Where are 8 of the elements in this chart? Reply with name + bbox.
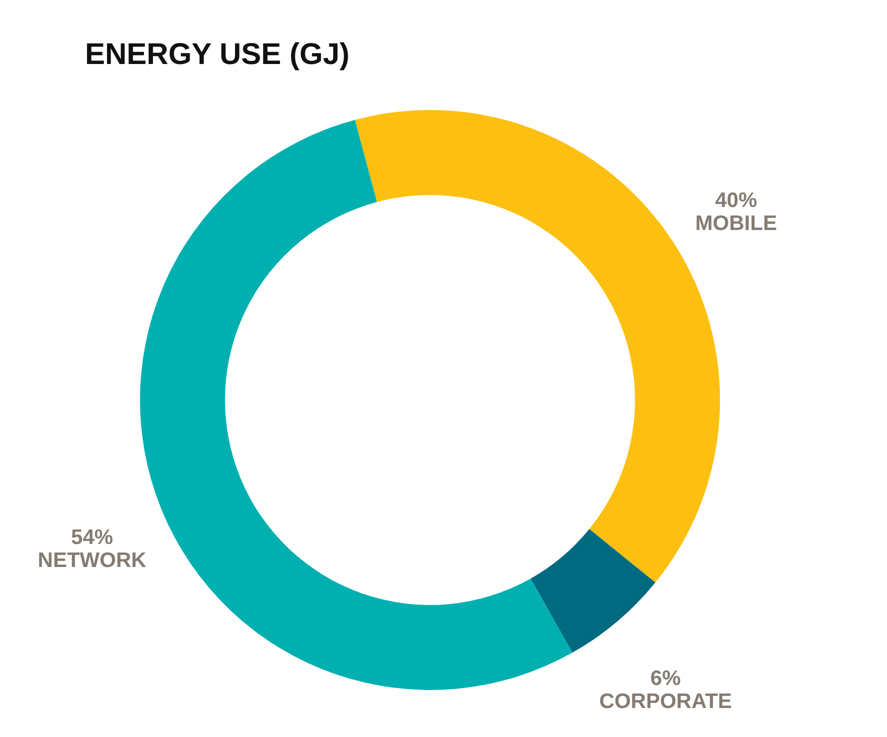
- data-label: 54%: [71, 526, 114, 549]
- chart-title: ENERGY USE (GJ): [85, 38, 350, 71]
- slice-label: NETWORK: [38, 548, 146, 572]
- data-label: 40%: [715, 189, 758, 212]
- slice-label: MOBILE: [695, 212, 777, 236]
- donut-slice: [530, 529, 656, 653]
- slice-label: CORPORATE: [599, 690, 732, 713]
- data-label: 6%: [650, 666, 682, 690]
